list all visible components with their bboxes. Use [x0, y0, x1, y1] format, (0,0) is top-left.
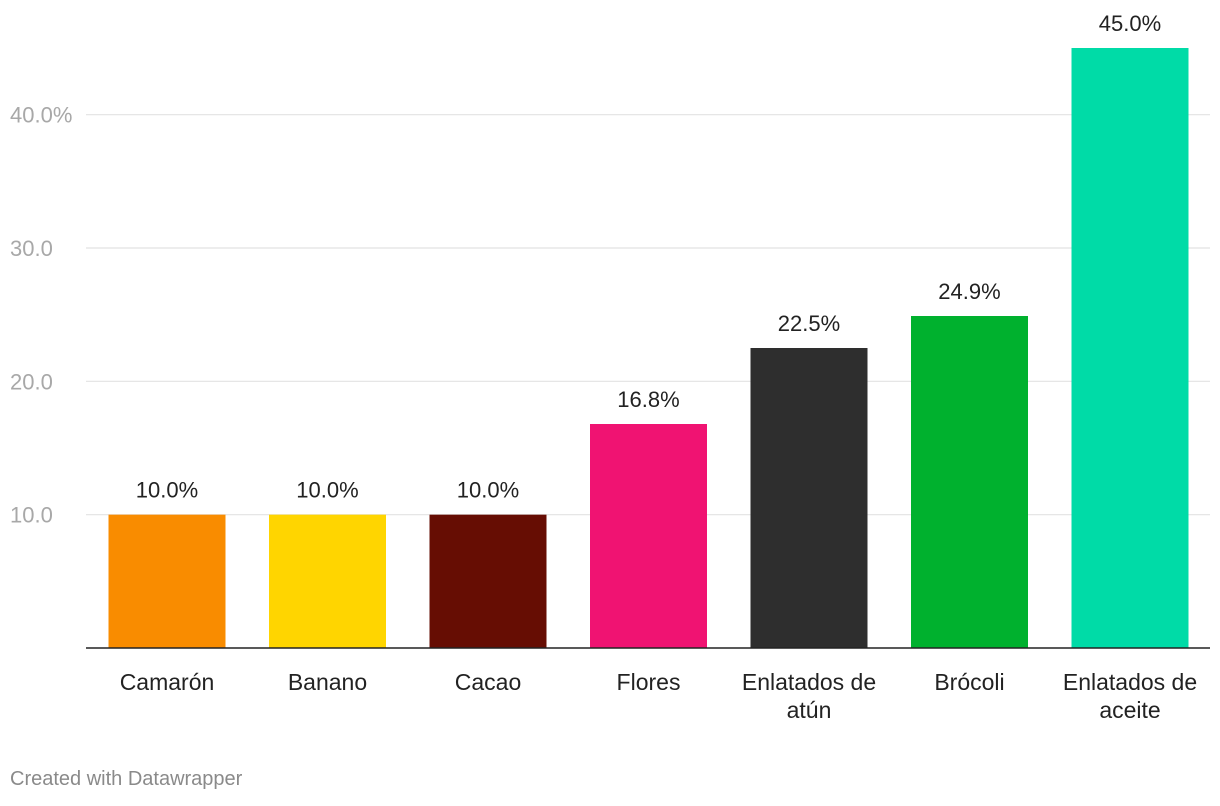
y-tick-label-40: 40.0%	[10, 103, 72, 128]
y-tick-label-10: 10.0	[10, 503, 53, 528]
bar-value-label-6: 45.0%	[1099, 11, 1161, 36]
bar-2	[429, 514, 547, 648]
category-label-line: Flores	[617, 669, 681, 695]
category-label-line: Brócoli	[934, 669, 1004, 695]
bar-5	[911, 316, 1028, 648]
bar-6	[1071, 48, 1189, 648]
bar-3	[590, 424, 707, 648]
bar-4	[750, 348, 868, 648]
category-label-4: Enlatados de atún	[742, 669, 876, 723]
x-axis-category-labels: Camarón Banano Cacao Flores Enlatados de atún…	[120, 669, 1197, 723]
category-label-6: Enlatados de aceite	[1063, 669, 1197, 723]
y-axis-tick-labels: 10.0 20.0 30.0 40.0%	[10, 103, 72, 528]
category-label-2: Cacao	[455, 669, 521, 695]
bar-value-label-0: 10.0%	[136, 478, 198, 503]
category-label-line: Enlatados de	[1063, 669, 1197, 695]
category-label-line: aceite	[1099, 697, 1160, 723]
category-label-5: Brócoli	[934, 669, 1004, 695]
bars	[108, 48, 1189, 648]
category-label-line: Cacao	[455, 669, 521, 695]
category-label-line: Camarón	[120, 669, 215, 695]
category-label-1: Banano	[288, 669, 367, 695]
y-tick-label-30: 30.0	[10, 236, 53, 261]
category-label-line: Enlatados de	[742, 669, 876, 695]
bar-value-label-3: 16.8%	[617, 387, 679, 412]
bar-value-labels: 10.0% 10.0% 10.0% 16.8% 22.5% 24.9% 45.0%	[136, 11, 1161, 503]
category-label-0: Camarón	[120, 669, 215, 695]
bar-value-label-2: 10.0%	[457, 478, 519, 503]
bar-value-label-1: 10.0%	[296, 478, 358, 503]
datawrapper-credit: Created with Datawrapper	[10, 768, 243, 790]
bar-0	[108, 514, 226, 648]
bar-1	[269, 514, 386, 648]
bar-value-label-5: 24.9%	[938, 279, 1000, 304]
category-label-3: Flores	[617, 669, 681, 695]
category-label-line: Banano	[288, 669, 367, 695]
bar-value-label-4: 22.5%	[778, 311, 840, 336]
category-label-line: atún	[787, 697, 832, 723]
y-tick-label-20: 20.0	[10, 369, 53, 394]
